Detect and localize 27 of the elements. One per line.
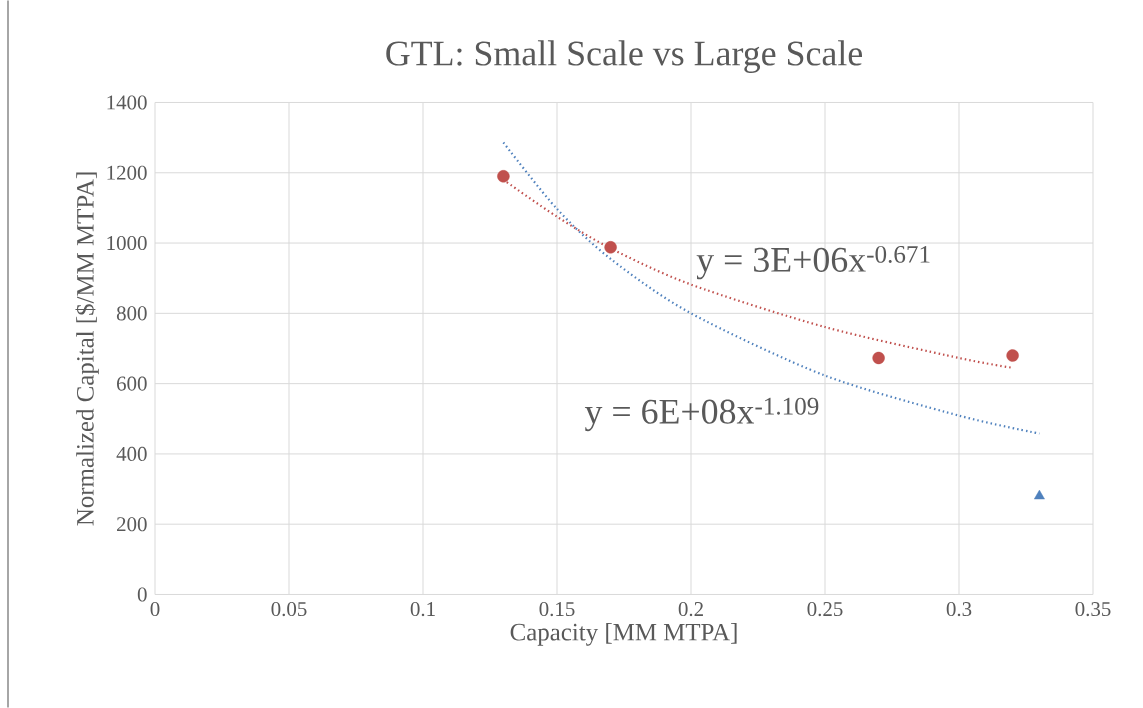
y-tick-label: 600 [117,376,147,391]
line-series [502,141,1041,435]
x-tick-label: 0.3 [946,602,972,617]
x-tick-label: 0.1 [410,602,435,617]
x-tick-label: 0.25 [807,602,843,617]
annotation: y = 6E+08x$^{-1.109}$ [584,397,819,432]
y-axis-title: Normalized Capital [$/MM MTPA] [75,172,99,526]
chart-title: GTL: Small Scale vs Large Scale [386,40,862,73]
point [497,170,510,183]
y-tick-label: 1400 [107,95,147,110]
y-tick-label: 1200 [107,165,147,180]
point [604,241,617,254]
x-tick-label: 0.15 [539,602,575,617]
x-tick-label: 0 [150,602,160,617]
y-tick-label: 1000 [107,236,147,251]
annotation: y = 3E+06x$^{-0.671}$ [696,245,930,280]
x-tick-label: 0.2 [678,602,703,617]
x-tick-label: 0.05 [271,602,307,617]
x-tick-label: 0.35 [1075,602,1111,617]
x-axis-title: Capacity [MM MTPA] [510,623,737,646]
point [872,351,885,365]
y-tick-label: 200 [117,517,147,532]
y-tick-label: 400 [116,446,147,461]
point [1034,489,1045,500]
point [1006,349,1019,362]
y-tick-label: 0 [137,587,147,602]
y-tick-label: 800 [116,306,147,321]
